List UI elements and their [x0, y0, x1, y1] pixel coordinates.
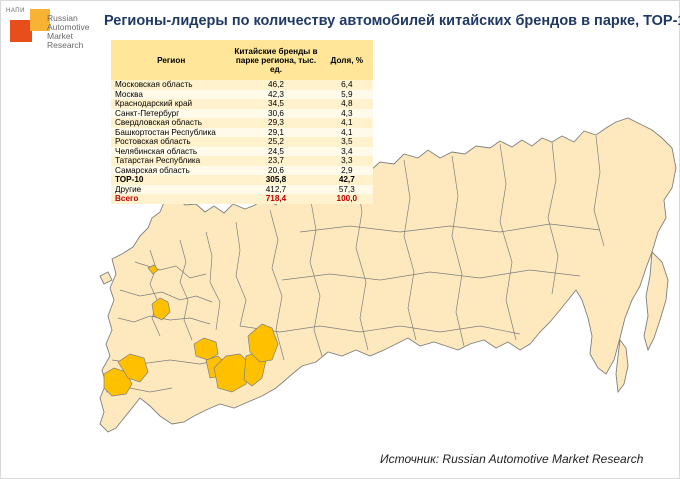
table-row: Свердловская область 29,3 4,1 [111, 118, 373, 128]
header-share: Доля, % [320, 40, 373, 80]
region-moscow-area [151, 297, 171, 321]
row-value: 20,6 [231, 165, 321, 175]
row-region: Другие [111, 184, 232, 194]
row-share: 6,4 [320, 80, 373, 90]
row-region: Ростовская область [111, 137, 232, 147]
kamchatka-land [643, 250, 669, 352]
row-share: 3,3 [320, 156, 373, 166]
region-krasnodar [103, 367, 133, 397]
logo-yellow-square [30, 9, 50, 31]
row-region: Челябинская область [111, 146, 232, 156]
row-value: 29,1 [231, 127, 321, 137]
table-row-total: Всего 718,4 100,0 [111, 194, 373, 204]
rmr-logo: НАПИ Russian Automotive Market Research [6, 8, 90, 68]
table-header-row: Регион Китайские бренды в парке региона,… [111, 40, 373, 80]
row-share: 4,8 [320, 99, 373, 109]
row-value: 29,3 [231, 118, 321, 128]
row-share: 5,9 [320, 89, 373, 99]
region-st-petersburg [147, 264, 159, 275]
row-value: 24,5 [231, 146, 321, 156]
row-share: 42,7 [320, 175, 373, 185]
sakhalin-land [615, 338, 629, 394]
row-region: Краснодарский край [111, 99, 232, 109]
table-row: Челябинская область 24,5 3,4 [111, 146, 373, 156]
row-value: 305,8 [231, 175, 321, 185]
source-note: Источник: Russian Automotive Market Rese… [380, 452, 644, 466]
row-share: 3,5 [320, 137, 373, 147]
table-row-others: Другие 412,7 57,3 [111, 184, 373, 194]
row-share: 2,9 [320, 165, 373, 175]
row-share: 3,4 [320, 146, 373, 156]
row-region: Санкт-Петербург [111, 108, 232, 118]
row-region: Татарстан Республика [111, 156, 232, 166]
highlighted-regions [103, 264, 279, 397]
region-tatarstan [193, 337, 219, 361]
row-value: 412,7 [231, 184, 321, 194]
logo-tag: НАПИ [6, 8, 25, 14]
row-region: Московская область [111, 80, 232, 90]
table-row: Москва 42,3 5,9 [111, 89, 373, 99]
logo-line: Automotive [47, 22, 90, 32]
table-row: Санкт-Петербург 30,6 4,3 [111, 108, 373, 118]
row-region: ТОР-10 [111, 175, 232, 185]
row-value: 30,6 [231, 108, 321, 118]
row-share: 100,0 [320, 194, 373, 204]
logo-red-square [10, 20, 32, 42]
header-region: Регион [111, 40, 232, 80]
table-row: Самарская область 20,6 2,9 [111, 165, 373, 175]
row-region: Башкортостан Республика [111, 127, 232, 137]
logo-line: Russian [47, 13, 78, 23]
region-sverdlovsk [247, 323, 279, 363]
row-region: Москва [111, 89, 232, 99]
row-value: 25,2 [231, 137, 321, 147]
header-value: Китайские бренды в парке региона, тыс. е… [231, 40, 321, 80]
row-share: 4,1 [320, 118, 373, 128]
table-row: Краснодарский край 34,5 4,8 [111, 99, 373, 109]
region-rostov [117, 353, 149, 383]
logo-line: Market [47, 31, 73, 41]
row-value: 34,5 [231, 99, 321, 109]
row-share: 57,3 [320, 184, 373, 194]
row-value: 718,4 [231, 194, 321, 204]
logo-text: Russian Automotive Market Research [47, 14, 90, 50]
row-region: Свердловская область [111, 118, 232, 128]
row-value: 23,7 [231, 156, 321, 166]
data-table: Регион Китайские бренды в парке региона,… [111, 40, 373, 204]
table-row-top10: ТОР-10 305,8 42,7 [111, 175, 373, 185]
row-share: 4,3 [320, 108, 373, 118]
row-value: 46,2 [231, 80, 321, 90]
chart-title: Регионы-лидеры по количеству автомобилей… [104, 13, 680, 29]
row-value: 42,3 [231, 89, 321, 99]
table-row: Московская область 46,2 6,4 [111, 80, 373, 90]
logo-line: Research [47, 40, 84, 50]
kaliningrad-land [99, 271, 113, 285]
table-row: Татарстан Республика 23,7 3,3 [111, 156, 373, 166]
row-share: 4,1 [320, 127, 373, 137]
table-row: Ростовская область 25,2 3,5 [111, 137, 373, 147]
row-region: Самарская область [111, 165, 232, 175]
row-region: Всего [111, 194, 232, 204]
table-row: Башкортостан Республика 29,1 4,1 [111, 127, 373, 137]
